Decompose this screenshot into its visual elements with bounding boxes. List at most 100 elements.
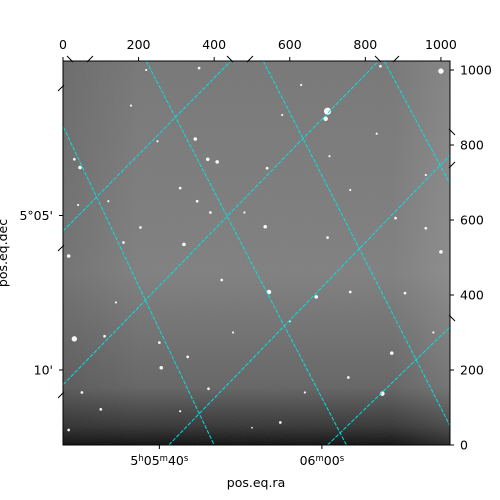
star-17	[326, 236, 329, 239]
y-tick-label: 800	[460, 138, 484, 153]
star-6	[72, 157, 76, 161]
star-44	[424, 173, 427, 177]
star-4	[205, 157, 210, 162]
dec-axis: 5°05' 10'	[19, 208, 63, 378]
star-16	[424, 226, 428, 230]
grid-edge-tick	[66, 55, 74, 63]
star-26	[346, 376, 350, 379]
star-10	[195, 199, 199, 203]
x-tick-label: 600	[278, 37, 302, 52]
x-tick-label: 200	[127, 37, 151, 52]
star-15	[439, 250, 443, 254]
grid-line-0	[63, 125, 215, 445]
y-tick-label: 200	[460, 363, 484, 378]
grid-edge-tick	[57, 84, 65, 92]
star-7	[78, 165, 82, 170]
grid-edge-tick	[448, 128, 456, 136]
star-field	[66, 64, 444, 432]
grid-edge-tick	[226, 55, 234, 63]
star-28	[159, 365, 164, 370]
x-tick-label: 800	[353, 37, 377, 52]
star-43	[129, 104, 133, 107]
star-18	[66, 254, 71, 258]
star-42	[197, 66, 201, 70]
grid-line-7	[327, 326, 450, 445]
star-40	[300, 83, 303, 87]
star-51	[114, 301, 117, 304]
star-59	[243, 211, 246, 214]
star-58	[67, 428, 71, 432]
ra-tick-label: 5h05m40s	[130, 453, 188, 468]
star-30	[99, 408, 103, 411]
star-3	[193, 137, 198, 141]
y-tick-label: 400	[460, 288, 484, 303]
coordinate-grid	[63, 61, 450, 445]
star-27	[380, 391, 385, 396]
star-19	[266, 289, 272, 295]
star-45	[107, 200, 110, 203]
star-52	[432, 331, 435, 334]
y-tick-label: 1000	[460, 63, 492, 78]
ra-tick-label: 06m00s	[300, 453, 345, 468]
star-14	[182, 242, 186, 247]
star-11	[209, 211, 212, 214]
star-2	[323, 116, 328, 121]
star-36	[220, 278, 224, 282]
star-47	[179, 410, 182, 413]
grid-line-4	[63, 61, 232, 232]
star-55	[156, 140, 159, 143]
star-24	[403, 291, 407, 295]
grid-line-6	[168, 154, 450, 445]
grid-edge-tick	[57, 391, 65, 399]
star-20	[314, 295, 319, 299]
grid-edge-ticks	[57, 55, 456, 399]
plot-area	[63, 61, 450, 445]
x-tick-label: 0	[59, 37, 67, 52]
star-50	[231, 331, 235, 334]
grid-line-3	[383, 61, 450, 185]
y-pixel-axis: 0 200 400 600 800 1000	[450, 63, 492, 453]
y-tick-label: 0	[460, 438, 468, 453]
star-39	[207, 387, 210, 391]
grid-line-2	[262, 61, 450, 427]
image-noise	[63, 61, 450, 445]
star-49	[375, 132, 378, 135]
x-pixel-axis: 0 200 400 600 800 1000	[59, 37, 457, 61]
x-tick-label: 400	[202, 37, 226, 52]
grid-edge-tick	[86, 55, 94, 63]
star-53	[303, 391, 306, 394]
grid-line-1	[145, 61, 347, 445]
x-axis-label: pos.eq.ra	[227, 475, 285, 490]
star-32	[251, 426, 253, 429]
star-23	[158, 341, 161, 344]
grid-edge-tick	[374, 55, 382, 63]
star-12	[263, 224, 267, 229]
x-tick-label: 1000	[425, 37, 457, 52]
grid-line-5	[63, 61, 380, 386]
star-34	[103, 334, 106, 338]
grid-edge-tick	[392, 55, 400, 63]
grid-edge-tick	[57, 244, 65, 252]
star-1	[323, 107, 332, 115]
star-5	[215, 160, 219, 164]
star-35	[122, 241, 125, 244]
grid-edge-tick	[448, 161, 456, 169]
dec-tick-label: 10'	[34, 363, 53, 378]
y-axis-label: pos.eq.dec	[0, 219, 10, 287]
star-9	[178, 186, 182, 190]
star-54	[77, 203, 80, 207]
star-48	[328, 155, 331, 158]
star-46	[145, 68, 148, 72]
star-38	[394, 216, 397, 220]
star-8	[265, 166, 269, 170]
grid-edge-tick	[448, 314, 456, 322]
grid-edge-tick	[246, 55, 254, 63]
star-21	[348, 290, 352, 294]
star-13	[139, 226, 142, 229]
star-25	[389, 351, 394, 355]
y-tick-label: 600	[460, 213, 484, 228]
star-0	[438, 68, 444, 74]
ra-axis: 5h05m40s 06m00s	[130, 445, 345, 468]
star-31	[278, 421, 282, 424]
